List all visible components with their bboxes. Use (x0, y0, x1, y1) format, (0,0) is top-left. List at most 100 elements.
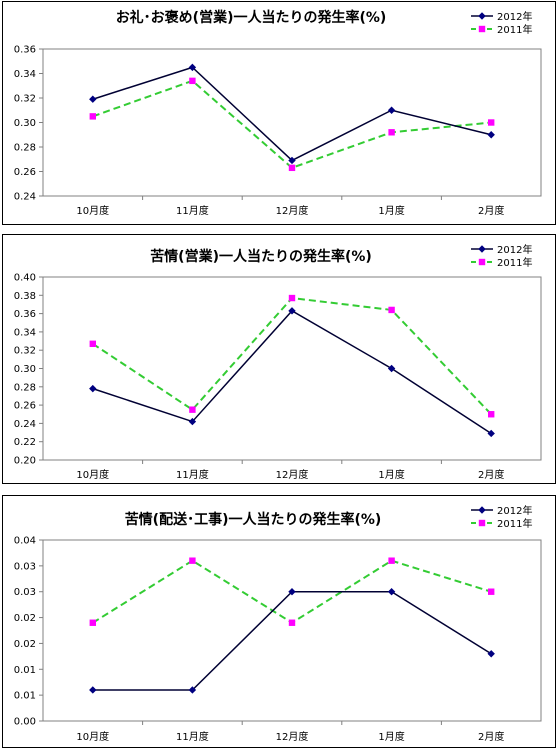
y-tick-label: 0.03 (14, 587, 36, 598)
y-tick-label: 0.04 (14, 536, 36, 547)
series-line (92, 66, 492, 162)
x-tick-label: 11月度 (176, 468, 209, 481)
y-tick-label: 0.22 (14, 437, 36, 448)
legend-label: 2011年 (497, 23, 532, 36)
chart-title: 苦情(営業)一人当たりの発生率(%) (150, 248, 372, 265)
chart-svg: 苦情(配送･工事)一人当たりの発生率(%) 0.00 0.01 0.01 0.02 0.0… (14, 504, 542, 743)
legend-marker (478, 25, 486, 33)
legend-marker (478, 258, 486, 266)
y-tick-label: 0.20 (14, 456, 36, 467)
data-point (387, 106, 396, 114)
y-tick-label: 0.03 (14, 561, 36, 572)
legend-marker (478, 12, 486, 20)
data-point (388, 557, 395, 564)
y-tick-label: 0.00 (14, 717, 36, 728)
data-point (387, 364, 396, 373)
data-point (89, 95, 97, 103)
x-tick-label: 10月度 (76, 730, 109, 743)
legend-marker (478, 245, 486, 253)
data-point (487, 429, 495, 438)
y-tick-label: 0.01 (14, 691, 36, 702)
data-point (189, 557, 196, 564)
y-tick-label: 0.30 (14, 364, 36, 375)
series-0 (89, 63, 495, 165)
y-tick-label: 0.38 (14, 291, 36, 302)
chart-title: お礼･お褒め(営業)一人当たりの発生率(%) (116, 9, 387, 26)
legend-marker (478, 506, 486, 514)
y-tick-label: 0.40 (14, 273, 36, 284)
legend-entry: 2011年 (471, 256, 532, 269)
data-point (288, 294, 296, 302)
legend-label: 2012年 (497, 243, 532, 256)
legend-label: 2011年 (497, 517, 532, 530)
x-tick-label: 11月度 (176, 730, 209, 743)
data-point (288, 164, 296, 172)
x-tick-label: 1月度 (378, 468, 404, 481)
legend-label: 2011年 (497, 256, 532, 269)
chart-panel: 苦情(営業)一人当たりの発生率(%) 0.20 0.22 0.24 0.26 0.28 0.… (2, 234, 556, 484)
data-point (189, 406, 196, 413)
y-tick-label: 0.26 (14, 167, 36, 178)
data-point (189, 77, 196, 85)
chart-svg: 苦情(営業)一人当たりの発生率(%) 0.20 0.22 0.24 0.26 0.28 0.… (14, 243, 542, 481)
x-tick-label: 2月度 (478, 204, 504, 217)
legend-label: 2012年 (497, 10, 532, 23)
data-point (89, 113, 96, 120)
y-tick-label: 0.02 (14, 639, 36, 650)
plot-area (42, 276, 542, 461)
data-point (288, 619, 296, 626)
chart-svg: お礼･お褒め(営業)一人当たりの発生率(%) 0.24 0.26 0.28 0.30 0.… (14, 9, 542, 217)
legend-entry: 2012年 (471, 10, 532, 23)
x-tick-label: 12月度 (276, 730, 309, 743)
legend-entry: 2012年 (471, 504, 532, 517)
data-point (388, 129, 395, 136)
data-point (288, 307, 296, 315)
x-tick-label: 1月度 (378, 204, 404, 217)
data-point (188, 417, 197, 426)
legend-marker (478, 519, 486, 527)
y-tick-label: 0.34 (14, 327, 36, 338)
series-line (92, 79, 492, 169)
plot-area (42, 48, 542, 197)
legend-entry: 2012年 (471, 243, 532, 256)
data-point (89, 619, 96, 626)
legend-label: 2012年 (497, 504, 532, 517)
data-point (89, 686, 97, 694)
series-0 (89, 588, 495, 694)
y-tick-label: 0.24 (14, 192, 36, 203)
y-tick-label: 0.36 (14, 309, 36, 320)
data-point (89, 340, 96, 347)
y-tick-label: 0.28 (14, 382, 36, 393)
data-point (288, 588, 296, 596)
x-tick-label: 11月度 (176, 204, 209, 217)
y-tick-label: 0.36 (14, 45, 36, 56)
x-tick-label: 10月度 (76, 468, 109, 481)
data-point (488, 588, 495, 595)
data-point (488, 119, 495, 126)
x-tick-label: 1月度 (378, 730, 404, 743)
legend-entry: 2011年 (471, 517, 532, 530)
data-point (288, 156, 296, 165)
legend-entry: 2011年 (471, 23, 532, 36)
x-tick-label: 2月度 (478, 468, 504, 481)
data-point (89, 384, 97, 393)
y-tick-label: 0.01 (14, 665, 36, 676)
y-tick-label: 0.30 (14, 118, 36, 129)
x-tick-label: 2月度 (478, 730, 504, 743)
data-point (488, 411, 495, 418)
data-point (387, 588, 396, 596)
y-tick-label: 0.32 (14, 94, 36, 105)
series-1 (89, 557, 495, 626)
data-point (487, 650, 495, 658)
series-0 (89, 307, 495, 438)
y-tick-label: 0.34 (14, 69, 36, 80)
chart-title: 苦情(配送･工事)一人当たりの発生率(%) (125, 511, 382, 528)
series-line (92, 590, 492, 691)
series-line (92, 309, 492, 435)
data-point (487, 131, 495, 139)
series-1 (89, 294, 495, 418)
y-tick-label: 0.32 (14, 346, 36, 357)
series-1 (89, 77, 495, 172)
plot-area (42, 539, 542, 722)
y-tick-label: 0.26 (14, 401, 36, 412)
